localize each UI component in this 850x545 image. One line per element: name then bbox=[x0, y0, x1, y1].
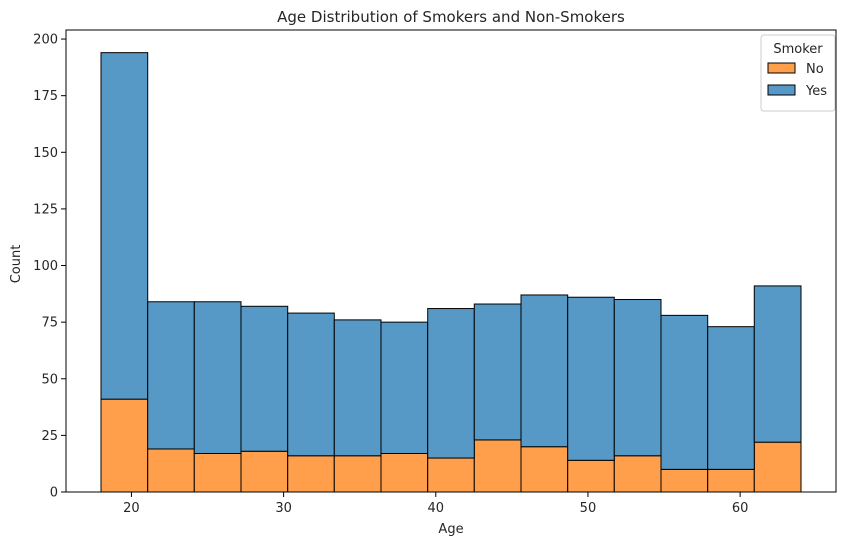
x-tick-label-30: 30 bbox=[275, 501, 292, 516]
bar-no-13 bbox=[707, 468, 755, 493]
bar-no-8 bbox=[473, 439, 522, 493]
x-tick-label-20: 20 bbox=[123, 501, 140, 516]
bar-no-11 bbox=[613, 455, 662, 493]
bar-yes-3 bbox=[240, 305, 289, 452]
bar-no-5 bbox=[333, 455, 382, 493]
y-tick-label-75: 75 bbox=[41, 316, 58, 331]
y-tick-label-50: 50 bbox=[41, 372, 58, 387]
plot-frame bbox=[65, 29, 837, 493]
bar-yes-14 bbox=[753, 285, 802, 443]
legend-swatch-no bbox=[767, 62, 796, 74]
bar-yes-12 bbox=[660, 314, 709, 470]
y-tick-label-100: 100 bbox=[33, 259, 58, 274]
y-axis-label: Count bbox=[9, 245, 24, 284]
legend-label-no: No bbox=[806, 62, 824, 77]
bar-no-7 bbox=[427, 457, 475, 493]
plot-area: 20 30 40 50 60 0 25 50 75 100 125 150 175 200 bbox=[33, 29, 837, 516]
bar-yes-11 bbox=[613, 299, 662, 457]
bar-no-6 bbox=[380, 453, 429, 493]
bar-yes-9 bbox=[520, 294, 569, 448]
bar-no-9 bbox=[520, 446, 569, 493]
legend-label-yes: Yes bbox=[805, 84, 827, 99]
x-tick-label-50: 50 bbox=[580, 501, 597, 516]
x-tick-label-40: 40 bbox=[428, 501, 445, 516]
bar-yes-6 bbox=[380, 321, 429, 454]
bar-yes-4 bbox=[287, 312, 335, 457]
y-tick-label-150: 150 bbox=[33, 146, 58, 161]
bar-yes-2 bbox=[193, 301, 242, 454]
legend-swatch-yes bbox=[767, 84, 796, 96]
bar-no-2 bbox=[193, 453, 242, 493]
chart-title: Age Distribution of Smokers and Non-Smok… bbox=[277, 8, 625, 26]
bar-no-1 bbox=[147, 448, 195, 493]
bar-no-10 bbox=[567, 459, 615, 493]
y-tick-label-25: 25 bbox=[41, 429, 58, 444]
bar-no-3 bbox=[240, 450, 289, 493]
y-tick-label-0: 0 bbox=[50, 486, 58, 501]
bar-no-12 bbox=[660, 468, 709, 493]
bar-yes-5 bbox=[333, 319, 382, 457]
bar-no-4 bbox=[287, 455, 335, 493]
y-tick-label-200: 200 bbox=[33, 33, 58, 48]
bar-yes-13 bbox=[707, 326, 755, 470]
y-tick-label-125: 125 bbox=[33, 202, 58, 217]
bar-yes-10 bbox=[567, 296, 615, 461]
bar-yes-1 bbox=[147, 301, 195, 450]
legend-title: Smoker bbox=[773, 42, 823, 57]
legend: Smoker No Yes bbox=[760, 34, 836, 112]
bar-yes-0 bbox=[100, 52, 149, 400]
bar-no-14 bbox=[753, 441, 802, 493]
x-tick-label-60: 60 bbox=[732, 501, 749, 516]
y-tick-label-175: 175 bbox=[33, 89, 58, 104]
bar-yes-7 bbox=[427, 308, 475, 459]
x-axis-label: Age bbox=[438, 522, 463, 537]
bar-no-0 bbox=[100, 398, 149, 493]
bar-yes-8 bbox=[473, 303, 522, 441]
